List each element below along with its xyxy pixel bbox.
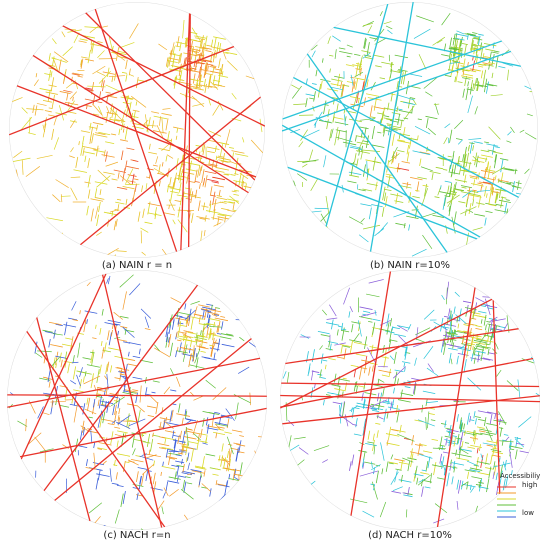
legend: Accessibiliy high low [497, 472, 540, 518]
caption: (a) NAIN r = n [102, 260, 172, 271]
street-map [9, 2, 265, 258]
legend-title: Accessibiliy [500, 472, 540, 480]
caption: (c) NACH r=n [103, 530, 170, 541]
street-map [282, 2, 538, 258]
caption: (b) NAIN r=10% [370, 260, 450, 271]
legend-high: high [522, 481, 537, 489]
street-map [280, 270, 540, 530]
legend-low: low [522, 509, 534, 517]
street-map [7, 270, 267, 530]
maps [7, 2, 540, 530]
caption: (d) NACH r=10% [368, 530, 452, 541]
